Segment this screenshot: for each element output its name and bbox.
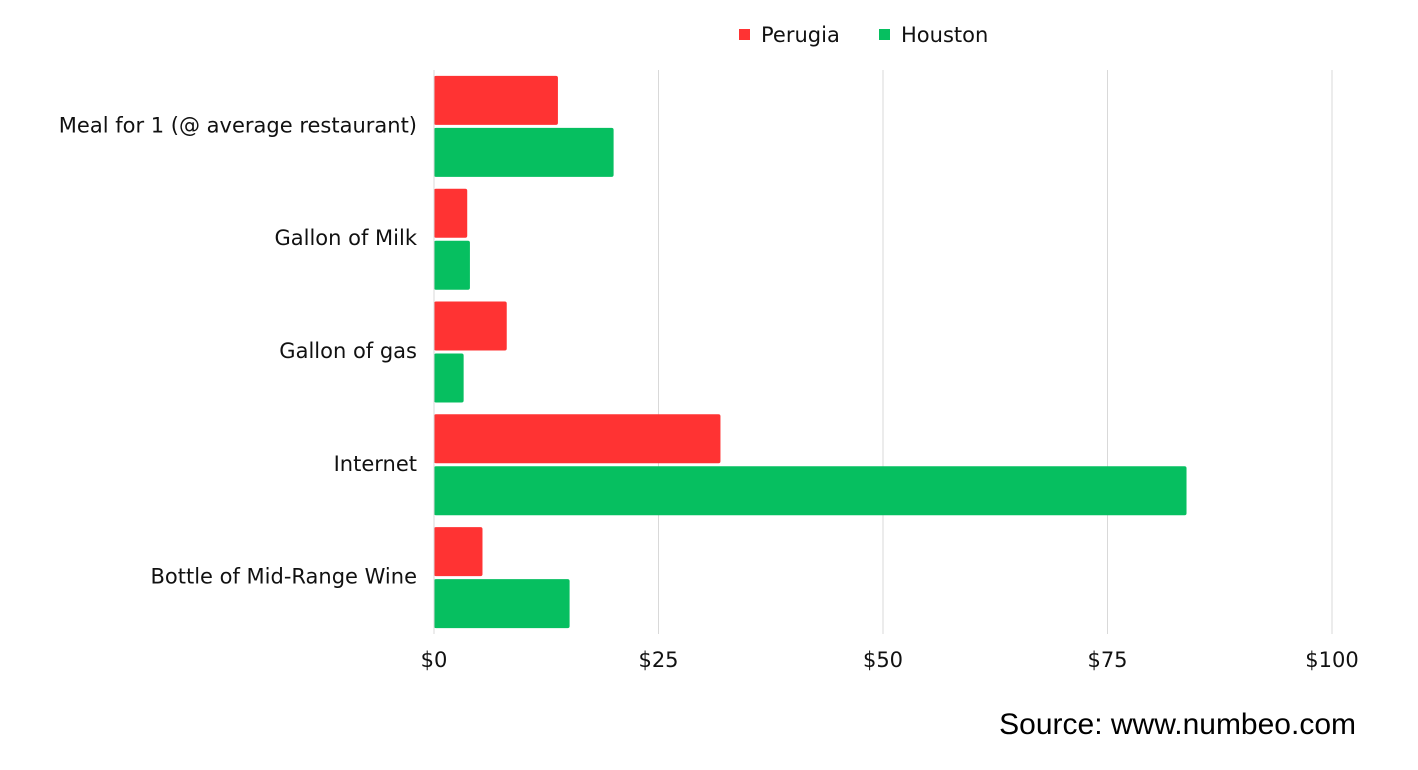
bar-perugia-0	[434, 75, 558, 125]
category-labels: Meal for 1 (@ average restaurant) Gallon …	[59, 113, 418, 588]
category-label: Gallon of Milk	[274, 226, 417, 250]
legend-label-perugia: Perugia	[761, 23, 840, 47]
x-tick-label: $25	[638, 648, 678, 672]
x-tick-label: $100	[1305, 648, 1358, 672]
bar-perugia-4	[434, 527, 483, 577]
bar-houston-4	[434, 579, 570, 629]
bar-houston-1	[434, 240, 470, 290]
legend-swatch-houston	[879, 29, 890, 40]
category-label: Gallon of gas	[279, 339, 417, 363]
x-tick-label: $50	[863, 648, 903, 672]
category-label: Bottle of Mid-Range Wine	[150, 565, 417, 589]
bar-perugia-3	[434, 414, 721, 464]
x-tick-label: $75	[1087, 648, 1127, 672]
gridlines	[658, 70, 1333, 634]
legend-swatch-perugia	[739, 29, 750, 40]
category-label: Meal for 1 (@ average restaurant)	[59, 113, 417, 137]
category-label: Internet	[334, 452, 417, 476]
x-tick-labels: $0 $25 $50 $75 $100	[421, 648, 1359, 672]
bar-perugia-2	[434, 301, 507, 351]
bar-houston-2	[434, 353, 464, 403]
legend-label-houston: Houston	[901, 23, 988, 47]
bar-perugia-1	[434, 188, 468, 238]
source-note: Source: www.numbeo.com	[999, 708, 1356, 741]
bars	[433, 70, 1187, 634]
bar-houston-3	[434, 466, 1187, 516]
bar-houston-0	[434, 127, 614, 177]
legend: Perugia Houston	[739, 23, 988, 47]
x-tick-label: $0	[421, 648, 448, 672]
